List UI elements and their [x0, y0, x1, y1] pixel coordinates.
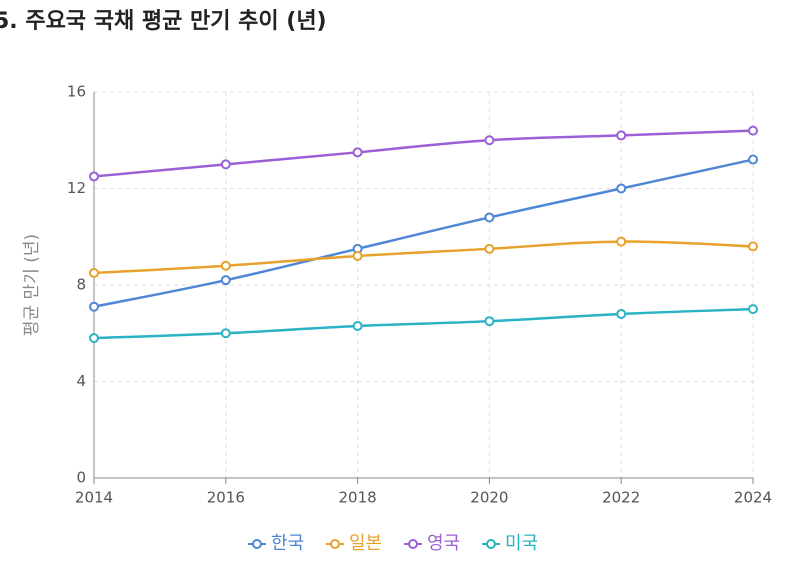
data-point: [352, 251, 363, 262]
legend-label: 한국: [271, 533, 304, 554]
data-point: [89, 333, 99, 344]
x-tick-label: 2022: [602, 489, 640, 507]
data-point: [484, 212, 495, 223]
legend-marker: [408, 539, 418, 549]
chart-title: 5. 주요국 국채 평균 만기 추이 (년): [0, 9, 327, 34]
data-point: [616, 308, 627, 319]
data-point: [352, 147, 363, 158]
data-point: [616, 236, 627, 247]
data-point: [220, 159, 231, 170]
series-line: [93, 307, 754, 340]
x-tick-label: 2020: [470, 489, 508, 507]
legend-marker: [330, 539, 340, 549]
series-line: [93, 129, 754, 178]
legend-label: 영국: [427, 533, 460, 554]
y-tick-label: 12: [67, 179, 86, 197]
data-point: [220, 275, 231, 286]
data-point: [616, 130, 627, 141]
data-point: [748, 241, 758, 252]
y-tick-label: 16: [67, 83, 86, 101]
data-point: [484, 243, 495, 254]
data-point: [352, 321, 363, 332]
data-point: [748, 154, 758, 165]
legend-label: 일본: [349, 533, 382, 554]
data-point: [220, 328, 231, 339]
x-tick-label: 2018: [339, 489, 377, 507]
data-point: [748, 304, 758, 315]
data-point: [616, 183, 627, 194]
data-point: [484, 135, 495, 146]
data-point: [484, 316, 495, 327]
series-line: [93, 158, 754, 308]
data-point: [89, 171, 99, 182]
data-point: [748, 125, 758, 136]
series-line: [93, 240, 754, 275]
legend-label: 미국: [505, 533, 538, 554]
legend-marker: [486, 539, 496, 549]
data-point: [89, 301, 99, 312]
x-tick-label: 2014: [75, 489, 113, 507]
y-tick-label: 4: [76, 372, 86, 390]
legend-marker: [252, 539, 262, 549]
y-tick-label: 8: [76, 276, 86, 294]
x-tick-label: 2024: [734, 489, 772, 507]
data-point: [220, 260, 231, 271]
x-tick-label: 2016: [207, 489, 245, 507]
data-point: [89, 267, 99, 278]
y-axis-label: 평균 만기 (년): [22, 234, 42, 336]
y-tick-label: 0: [76, 469, 86, 487]
